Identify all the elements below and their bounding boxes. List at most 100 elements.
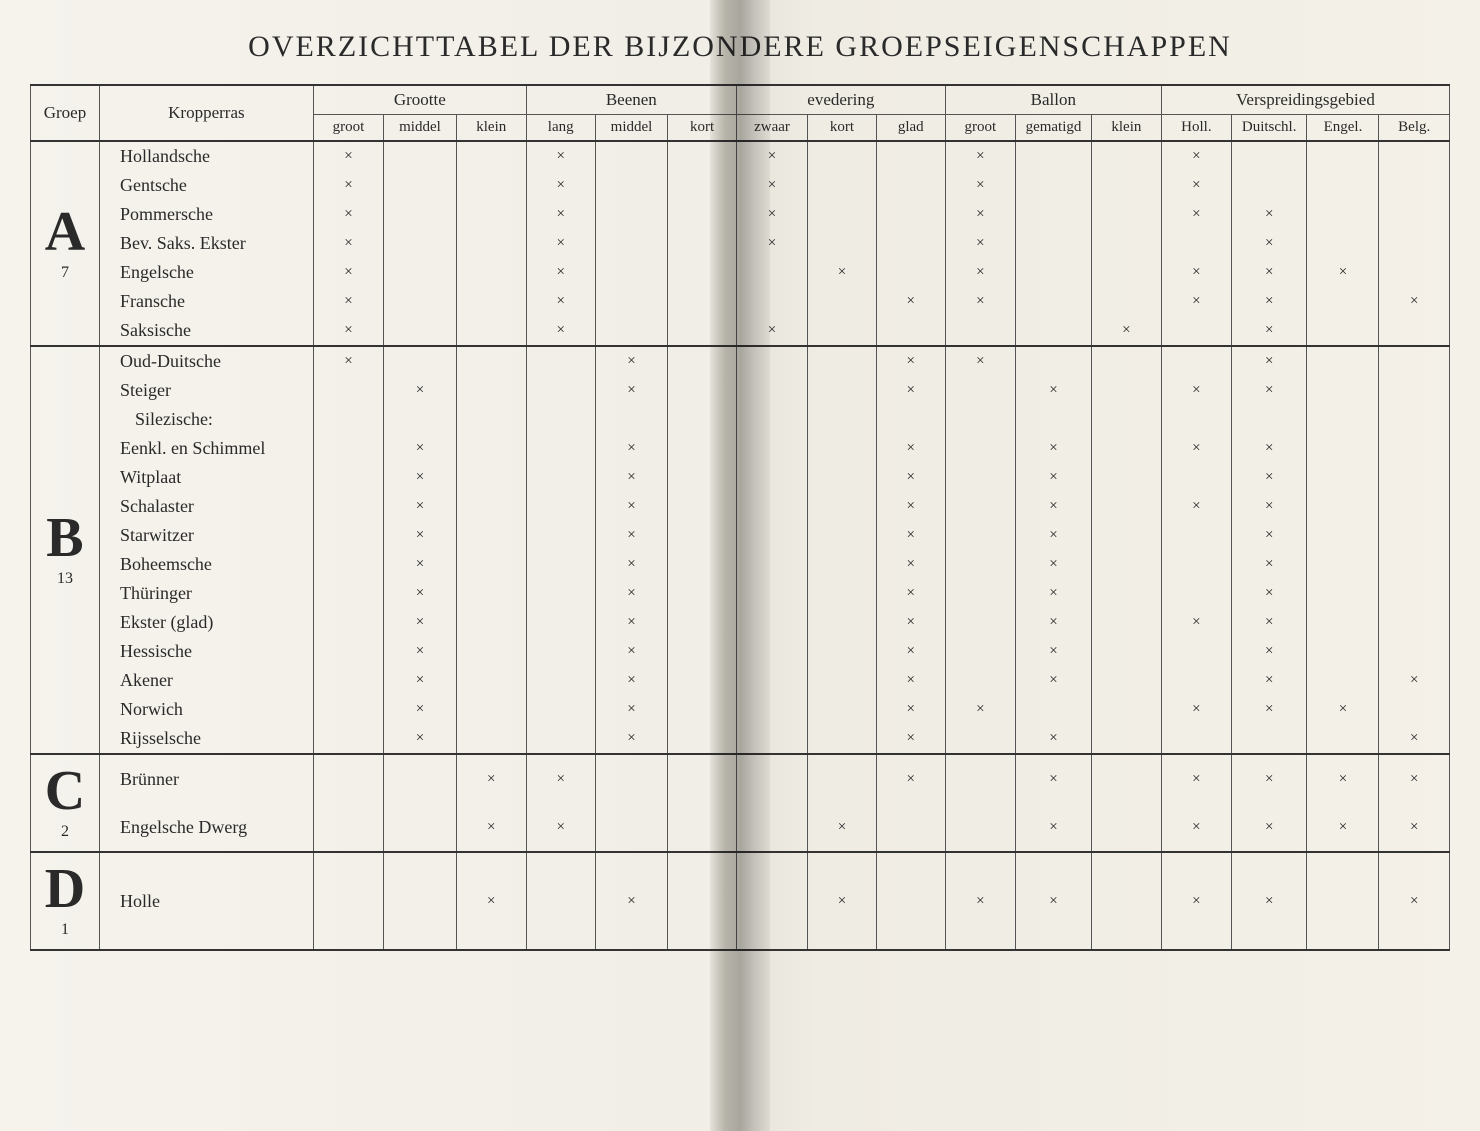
sub-kort2: kort	[808, 115, 877, 142]
data-cell	[313, 803, 383, 852]
data-cell	[456, 229, 526, 258]
data-cell: ×	[526, 316, 595, 346]
data-cell	[876, 200, 945, 229]
data-cell	[1307, 346, 1379, 376]
data-cell: ×	[1016, 521, 1092, 550]
table-row: Ekster (glad)××××××	[31, 608, 1450, 637]
data-cell	[456, 258, 526, 287]
data-cell	[808, 141, 877, 171]
table-row: D1Holle××××××××	[31, 852, 1450, 950]
sub-middel: middel	[384, 115, 457, 142]
data-cell	[876, 141, 945, 171]
data-cell: ×	[526, 258, 595, 287]
data-cell: ×	[1016, 434, 1092, 463]
data-cell	[595, 258, 668, 287]
breed-name: Rijsselsche	[99, 724, 313, 754]
data-cell: ×	[526, 754, 595, 803]
data-cell	[1091, 579, 1161, 608]
data-cell: ×	[384, 666, 457, 695]
data-cell	[526, 376, 595, 405]
table-row: Engelsche×××××××	[31, 258, 1450, 287]
data-cell: ×	[595, 637, 668, 666]
data-cell	[456, 695, 526, 724]
data-cell	[668, 666, 737, 695]
data-cell	[526, 492, 595, 521]
data-cell	[1307, 608, 1379, 637]
table-row: Silezische:	[31, 405, 1450, 434]
data-cell	[384, 754, 457, 803]
data-cell	[384, 346, 457, 376]
data-cell: ×	[1161, 852, 1231, 950]
group-label-cell: C2	[31, 754, 100, 852]
table-row: Fransche×××××××	[31, 287, 1450, 316]
data-cell	[313, 637, 383, 666]
data-cell	[668, 463, 737, 492]
data-cell: ×	[313, 171, 383, 200]
data-cell	[456, 141, 526, 171]
data-cell	[1016, 287, 1092, 316]
data-cell: ×	[1161, 608, 1231, 637]
table-row: Witplaat×××××	[31, 463, 1450, 492]
data-cell	[1161, 637, 1231, 666]
data-cell	[736, 637, 807, 666]
data-cell: ×	[1379, 666, 1450, 695]
data-cell: ×	[1231, 852, 1307, 950]
sub-engel: Engel.	[1307, 115, 1379, 142]
data-cell: ×	[384, 608, 457, 637]
data-cell	[1091, 521, 1161, 550]
data-cell	[526, 852, 595, 950]
data-cell: ×	[384, 434, 457, 463]
data-cell: ×	[945, 141, 1015, 171]
data-cell	[808, 666, 877, 695]
data-cell	[526, 434, 595, 463]
data-cell	[384, 287, 457, 316]
data-cell	[668, 550, 737, 579]
data-cell: ×	[1231, 521, 1307, 550]
breed-name: Schalaster	[99, 492, 313, 521]
data-cell	[945, 492, 1015, 521]
data-cell	[808, 550, 877, 579]
data-cell: ×	[1231, 316, 1307, 346]
data-cell: ×	[526, 171, 595, 200]
data-cell	[668, 492, 737, 521]
header-kropperras: Kropperras	[99, 85, 313, 141]
data-cell	[1307, 637, 1379, 666]
data-cell	[313, 579, 383, 608]
data-cell	[1091, 258, 1161, 287]
data-cell	[384, 229, 457, 258]
data-cell	[1016, 171, 1092, 200]
data-cell	[1307, 287, 1379, 316]
data-cell	[313, 376, 383, 405]
breed-name: Hessische	[99, 637, 313, 666]
data-cell	[1161, 463, 1231, 492]
data-cell	[736, 695, 807, 724]
data-cell: ×	[1379, 754, 1450, 803]
data-cell	[313, 695, 383, 724]
group-letter: D	[37, 857, 93, 921]
data-cell: ×	[1016, 666, 1092, 695]
data-cell	[668, 852, 737, 950]
data-cell	[808, 434, 877, 463]
data-cell: ×	[1379, 852, 1450, 950]
data-cell	[456, 316, 526, 346]
data-cell: ×	[384, 637, 457, 666]
data-cell	[736, 579, 807, 608]
data-cell: ×	[876, 754, 945, 803]
data-cell: ×	[595, 376, 668, 405]
data-cell: ×	[1161, 376, 1231, 405]
breed-name: Witplaat	[99, 463, 313, 492]
data-cell: ×	[1379, 803, 1450, 852]
data-cell	[1379, 492, 1450, 521]
data-cell	[456, 492, 526, 521]
data-cell	[1231, 405, 1307, 434]
table-row: Saksische×××××	[31, 316, 1450, 346]
overview-table: Groep Kropperras Grootte Beenen evederin…	[30, 84, 1450, 951]
data-cell	[1231, 724, 1307, 754]
breed-name: Norwich	[99, 695, 313, 724]
data-cell	[595, 141, 668, 171]
group-label-cell: A7	[31, 141, 100, 346]
sub-groot: groot	[313, 115, 383, 142]
data-cell	[1091, 666, 1161, 695]
data-cell: ×	[1231, 550, 1307, 579]
data-cell	[1307, 141, 1379, 171]
